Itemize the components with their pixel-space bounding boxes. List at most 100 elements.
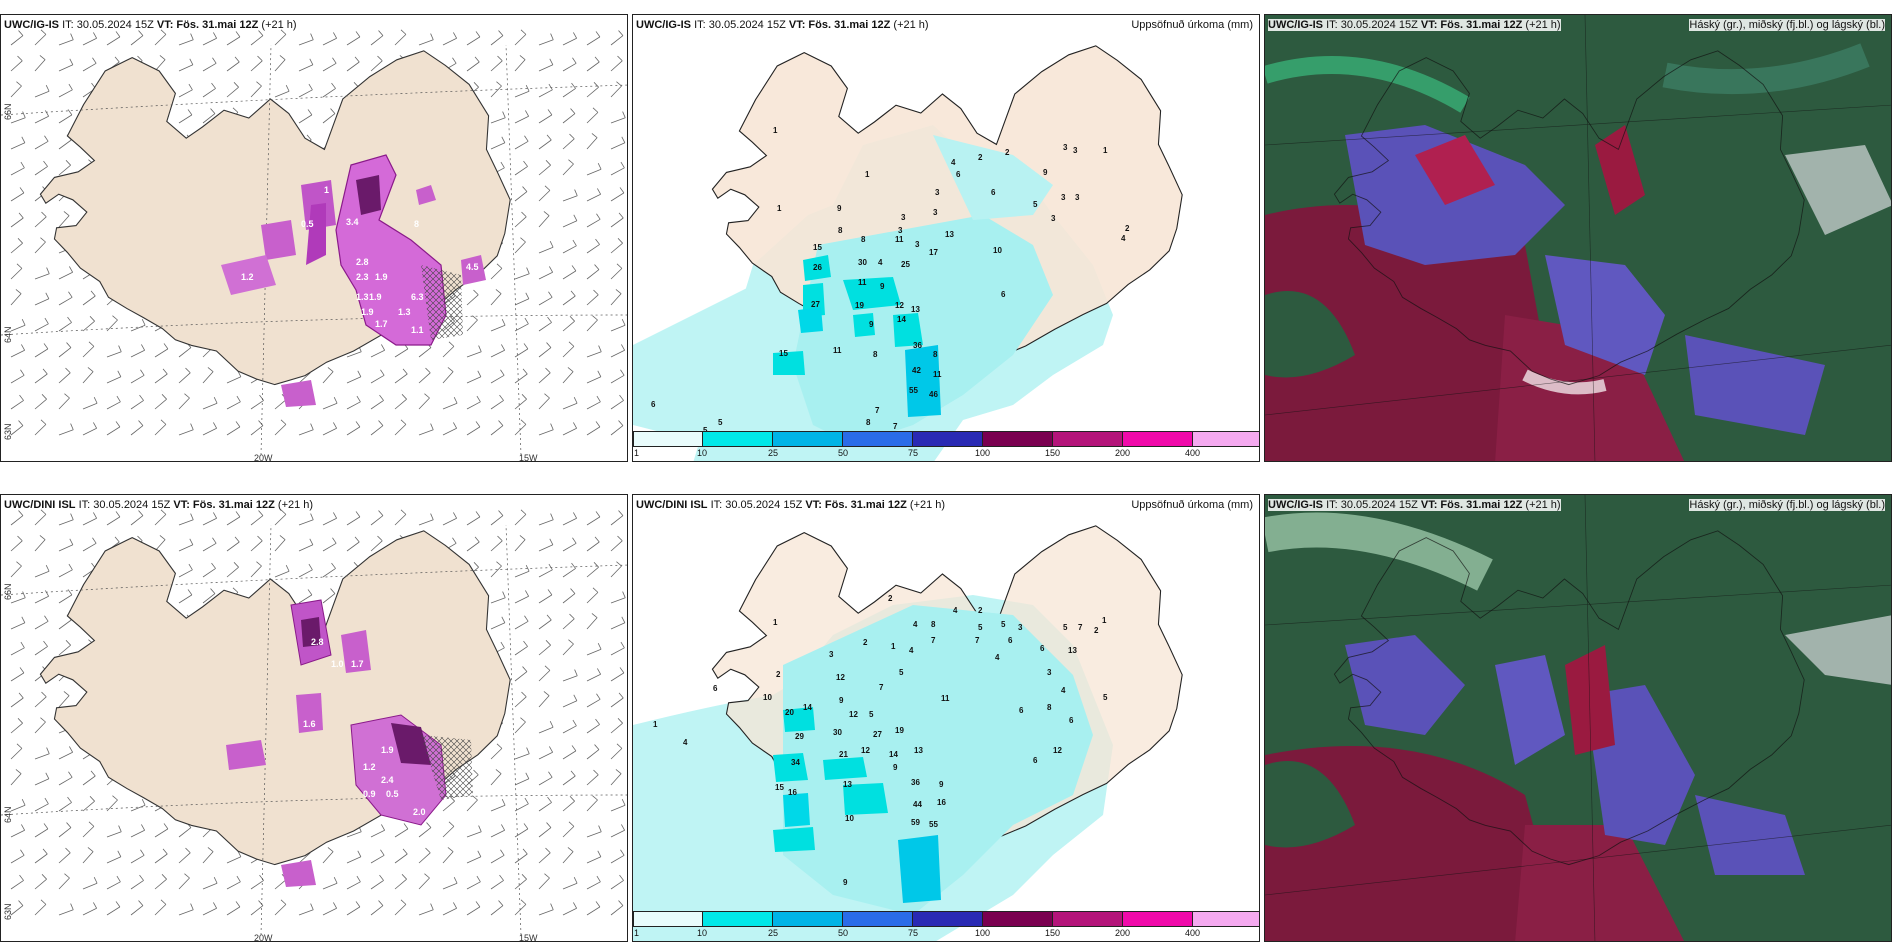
svg-text:6: 6	[651, 400, 656, 409]
svg-text:8: 8	[1047, 703, 1052, 712]
svg-text:13: 13	[1068, 646, 1077, 655]
svg-text:12: 12	[895, 301, 904, 310]
svg-text:10: 10	[845, 814, 854, 823]
svg-text:15: 15	[775, 783, 784, 792]
colorbar-tick: 1	[634, 928, 640, 938]
svg-text:2: 2	[1125, 224, 1130, 233]
colorbar-tick: 400	[1185, 928, 1201, 938]
iceland-map-wind: 2.8 1.0 1.7 1.6 1.9 1.2 2.4 0.9 0.5 2.0	[1, 495, 627, 941]
svg-text:30: 30	[833, 728, 842, 737]
iceland-map-precip: 1 1 4 2 2 3 3 1 6 9 6 3 1 3 3 5 3 9 3 3 …	[633, 15, 1259, 461]
colorbar-tick: 400	[1185, 448, 1201, 458]
svg-text:1: 1	[891, 642, 896, 651]
iceland-map-wind: 1 3.4 0.5 8 2.8 2.3 1.9 1.3 1.9 6.3 1.9 …	[1, 15, 627, 461]
svg-text:46: 46	[929, 390, 938, 399]
svg-text:5: 5	[1033, 200, 1038, 209]
panel-title: UWC/IG-IS IT: 30.05.2024 15Z VT: Fös. 31…	[1268, 19, 1561, 31]
colorbar-segment	[983, 431, 1053, 447]
svg-text:2: 2	[1005, 148, 1010, 157]
svg-text:7: 7	[875, 406, 880, 415]
colorbar-tick: 10	[697, 448, 708, 458]
colorbar-segment	[843, 911, 913, 927]
svg-text:2: 2	[978, 606, 983, 615]
svg-text:0.5: 0.5	[386, 789, 399, 799]
panel-precip-igis: UWC/IG-IS IT: 30.05.2024 15Z VT: Fös. 31…	[632, 14, 1260, 462]
colorbar-tick: 50	[838, 448, 849, 458]
svg-text:4: 4	[1061, 686, 1066, 695]
svg-text:2: 2	[1094, 626, 1099, 635]
svg-text:8: 8	[414, 219, 419, 229]
panel-title: UWC/IG-IS IT: 30.05.2024 15Z VT: Fös. 31…	[1268, 499, 1561, 511]
svg-text:3: 3	[1018, 623, 1023, 632]
svg-text:12: 12	[836, 673, 845, 682]
svg-text:26: 26	[813, 263, 822, 272]
precip-colorbar: 1 10 25 50 75 100 150 200 400	[633, 911, 1259, 939]
colorbar-segment	[703, 431, 773, 447]
lon-label-20w: 20W	[254, 933, 273, 942]
svg-text:9: 9	[939, 780, 944, 789]
svg-text:4: 4	[995, 653, 1000, 662]
svg-text:21: 21	[839, 750, 848, 759]
colorbar-tick: 100	[975, 448, 991, 458]
svg-text:5: 5	[718, 418, 723, 427]
svg-text:9: 9	[880, 282, 885, 291]
svg-text:0.5: 0.5	[301, 219, 314, 229]
wind-number-labels: 2.8 1.0 1.7 1.6 1.9 1.2 2.4 0.9 0.5 2.0	[303, 637, 426, 817]
panel-title: UWC/IG-IS IT: 30.05.2024 15Z VT: Fös. 31…	[4, 19, 297, 31]
svg-text:2: 2	[863, 638, 868, 647]
svg-text:13: 13	[843, 780, 852, 789]
svg-text:8: 8	[861, 235, 866, 244]
svg-text:1: 1	[1103, 146, 1108, 155]
svg-text:6: 6	[1008, 636, 1013, 645]
lat-label-64n: 64N	[3, 806, 13, 823]
svg-text:3: 3	[1047, 668, 1052, 677]
svg-text:6: 6	[1040, 644, 1045, 653]
svg-text:55: 55	[909, 386, 918, 395]
svg-text:1: 1	[865, 170, 870, 179]
precip-value-labels: 2 4 2 1 5 5 3 4 8 7 5 7 6 13 2 6 4 1 3 2…	[653, 594, 1108, 887]
svg-text:2: 2	[776, 670, 781, 679]
svg-text:6: 6	[713, 684, 718, 693]
precip-cells-cyan	[773, 255, 941, 417]
svg-text:12: 12	[1053, 746, 1062, 755]
svg-text:9: 9	[843, 878, 848, 887]
svg-text:3: 3	[1061, 193, 1066, 202]
svg-text:12: 12	[861, 746, 870, 755]
svg-text:3: 3	[898, 226, 903, 235]
svg-text:2.8: 2.8	[311, 637, 324, 647]
svg-text:6.3: 6.3	[411, 292, 424, 302]
svg-text:4: 4	[951, 158, 956, 167]
svg-text:11: 11	[895, 235, 904, 244]
svg-text:20: 20	[785, 708, 794, 717]
svg-text:1.7: 1.7	[351, 659, 364, 669]
svg-text:1.9: 1.9	[369, 292, 382, 302]
svg-text:9: 9	[839, 696, 844, 705]
svg-text:2.4: 2.4	[381, 775, 394, 785]
svg-text:8: 8	[931, 620, 936, 629]
svg-text:3: 3	[915, 240, 920, 249]
colorbar-segment	[633, 911, 703, 927]
svg-text:1.2: 1.2	[241, 272, 254, 282]
precip-value-labels: 1 1 4 2 2 3 3 1 6 9 6 3 1 3 3 5 3 9 3 3 …	[651, 126, 1130, 439]
colorbar-tick: 100	[975, 928, 991, 938]
panel-field-label: Háský (gr.), miðský (fj.bl.) og lágský (…	[1689, 499, 1885, 511]
svg-text:11: 11	[941, 694, 950, 703]
svg-text:59: 59	[911, 818, 920, 827]
panel-field-label: Uppsöfnuð úrkoma (mm)	[1131, 19, 1253, 31]
colorbar-tick: 150	[1045, 928, 1061, 938]
colorbar-tick: 50	[838, 928, 849, 938]
svg-text:36: 36	[911, 778, 920, 787]
svg-text:14: 14	[803, 703, 812, 712]
colorbar-tick: 1	[634, 448, 640, 458]
svg-text:14: 14	[897, 315, 906, 324]
svg-text:3: 3	[901, 213, 906, 222]
svg-text:9: 9	[869, 320, 874, 329]
colorbar-segment	[1053, 911, 1123, 927]
svg-text:4: 4	[909, 646, 914, 655]
svg-text:8: 8	[933, 350, 938, 359]
precip-cells-magenta	[221, 154, 486, 407]
svg-text:5: 5	[899, 668, 904, 677]
lon-label-15w: 15W	[519, 933, 538, 942]
precip-cells-magenta	[226, 599, 473, 887]
svg-text:15: 15	[779, 349, 788, 358]
